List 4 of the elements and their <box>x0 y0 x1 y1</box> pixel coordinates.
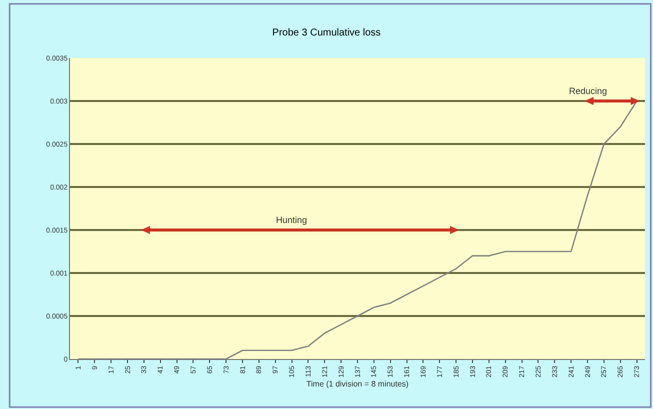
chart-title: Probe 3 Cumulative loss <box>272 28 381 39</box>
annotation: Reducing <box>569 86 608 96</box>
annotation: Hunting <box>276 215 308 225</box>
x-axis-title: Time (1 division = 8 minutes) <box>306 380 409 389</box>
